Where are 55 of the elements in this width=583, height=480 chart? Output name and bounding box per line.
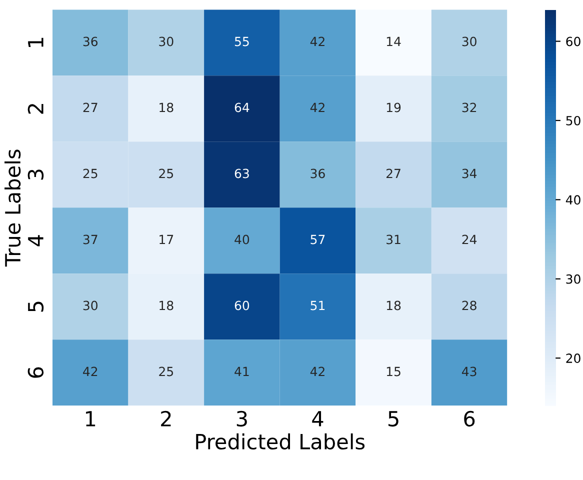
x-tick-label: 1 bbox=[86, 411, 96, 426]
data-label: 14 bbox=[386, 36, 401, 46]
data-label: 18 bbox=[160, 300, 174, 310]
data-label: 42 bbox=[310, 102, 324, 112]
data-label: 36 bbox=[310, 168, 325, 178]
x-axis-title: Predicted Labels bbox=[196, 433, 365, 450]
data-label: 37 bbox=[83, 234, 98, 244]
data-label: 25 bbox=[83, 168, 98, 178]
data-label: 40 bbox=[234, 234, 250, 244]
data-label: 51 bbox=[310, 300, 325, 310]
y-tick-label: 5 bbox=[28, 302, 44, 312]
data-label: 34 bbox=[462, 168, 477, 178]
data-label: 42 bbox=[310, 36, 324, 46]
data-label: 27 bbox=[386, 168, 400, 178]
data-label: 31 bbox=[386, 234, 400, 244]
data-label: 42 bbox=[83, 366, 98, 376]
x-tick-label: 3 bbox=[236, 410, 247, 427]
data-label: 30 bbox=[159, 36, 174, 46]
data-label: 36 bbox=[83, 36, 98, 46]
color-bar-label: 20 bbox=[566, 354, 580, 364]
data-label: 42 bbox=[310, 366, 324, 376]
x-tick-label: 4 bbox=[312, 411, 324, 426]
data-label: 43 bbox=[462, 366, 476, 376]
data-label: 57 bbox=[310, 234, 325, 244]
color-bar-label: 40 bbox=[566, 195, 580, 205]
color-bar-label: 50 bbox=[566, 116, 580, 126]
data-label: 60 bbox=[234, 300, 250, 310]
data-label: 18 bbox=[160, 102, 174, 112]
x-tick-label: 6 bbox=[464, 410, 475, 427]
y-tick-label: 6 bbox=[28, 367, 44, 378]
y-tick-label: 2 bbox=[28, 104, 44, 114]
data-label: 30 bbox=[83, 300, 98, 310]
data-label: 28 bbox=[462, 300, 476, 310]
x-tick-label: 2 bbox=[161, 410, 171, 426]
data-label: 25 bbox=[159, 168, 174, 178]
data-label: 32 bbox=[462, 102, 476, 112]
y-axis-title: True Labels bbox=[4, 150, 21, 267]
data-label: 30 bbox=[462, 36, 476, 46]
data-label: 64 bbox=[234, 102, 250, 112]
data-label: 27 bbox=[83, 102, 98, 112]
color-bar-label: 60 bbox=[566, 36, 580, 46]
y-tick-label: 3 bbox=[28, 170, 44, 180]
data-label: 41 bbox=[234, 366, 249, 376]
x-tick-label: 5 bbox=[388, 411, 398, 427]
data-label: 55 bbox=[234, 36, 249, 46]
data-label: 15 bbox=[386, 366, 400, 376]
data-label: 25 bbox=[159, 366, 174, 376]
y-tick-label: 4 bbox=[28, 235, 44, 246]
data-label: 63 bbox=[234, 168, 249, 178]
color-bar-label: 30 bbox=[566, 274, 580, 284]
y-tick-label: 1 bbox=[28, 38, 44, 47]
data-label: 18 bbox=[386, 300, 401, 310]
data-label: 24 bbox=[462, 234, 477, 244]
data-label: 17 bbox=[160, 234, 174, 244]
data-label: 19 bbox=[386, 102, 401, 112]
